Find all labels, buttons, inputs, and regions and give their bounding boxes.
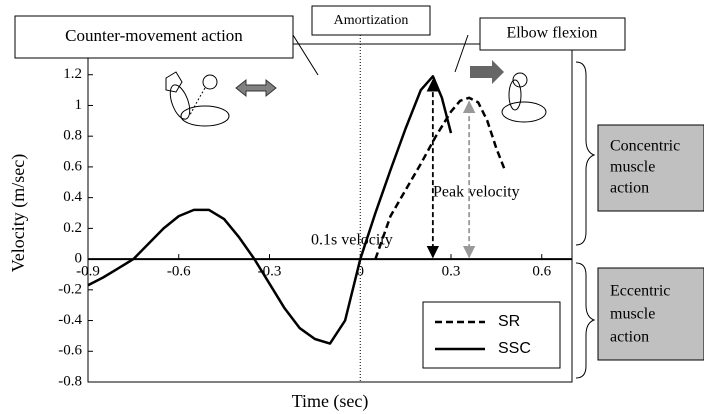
y-tick-label: -0.6 bbox=[58, 343, 82, 359]
annotation-box bbox=[479, 17, 626, 51]
side-label: Concentric bbox=[610, 138, 680, 155]
callout-line bbox=[292, 34, 319, 76]
callout-line bbox=[454, 34, 469, 73]
x-tick-label: 0.6 bbox=[532, 264, 551, 280]
y-tick-label: -0.4 bbox=[58, 312, 82, 328]
annotation: Elbow flexion bbox=[506, 25, 597, 42]
y-tick-label: 0.6 bbox=[63, 158, 82, 174]
side-box bbox=[597, 124, 704, 212]
y-tick-label: 0.2 bbox=[63, 220, 82, 236]
y-tick-label: 1.2 bbox=[63, 66, 82, 82]
x-tick-label: -0.9 bbox=[76, 264, 100, 280]
y-tick-label: 1 bbox=[75, 97, 83, 113]
line-series bbox=[374, 96, 507, 260]
arm-icon bbox=[165, 71, 230, 127]
y-tick-label: -0.2 bbox=[58, 281, 82, 297]
annotation: Amortization bbox=[334, 13, 409, 28]
legend-label: SSC bbox=[498, 340, 531, 357]
y-tick-label: -0.8 bbox=[58, 373, 82, 389]
brace bbox=[575, 262, 596, 379]
side-label: action bbox=[610, 329, 649, 346]
x-tick-label: 0.3 bbox=[442, 264, 461, 280]
y-axis-label: Velocity (m/sec) bbox=[8, 154, 29, 272]
arm-icon bbox=[501, 72, 547, 123]
annotation-box bbox=[14, 15, 294, 59]
y-tick-label: 0.4 bbox=[63, 189, 82, 205]
x-axis-label: Time (sec) bbox=[292, 391, 369, 412]
annotation: 0.1s velocity bbox=[311, 232, 393, 249]
legend-box bbox=[422, 301, 561, 369]
side-label: muscle bbox=[610, 159, 655, 176]
side-label: action bbox=[610, 180, 649, 197]
brace bbox=[575, 61, 596, 246]
double-arrow-icon bbox=[235, 78, 277, 98]
annotation: Peak velocity bbox=[433, 184, 520, 201]
side-label: Eccentric bbox=[610, 283, 670, 300]
side-box bbox=[597, 267, 704, 361]
plot-frame bbox=[87, 43, 573, 383]
annotation: Counter-movement action bbox=[65, 26, 243, 45]
y-tick-label: 0.8 bbox=[63, 128, 82, 144]
x-tick-label: 0 bbox=[357, 264, 365, 280]
arrow-icon bbox=[470, 60, 504, 84]
y-tick-label: 0 bbox=[75, 251, 83, 267]
line-series bbox=[87, 75, 453, 345]
legend-label: SR bbox=[498, 313, 520, 330]
side-label: muscle bbox=[610, 306, 655, 323]
x-tick-label: -0.6 bbox=[167, 264, 191, 280]
annotation-box bbox=[311, 5, 431, 36]
